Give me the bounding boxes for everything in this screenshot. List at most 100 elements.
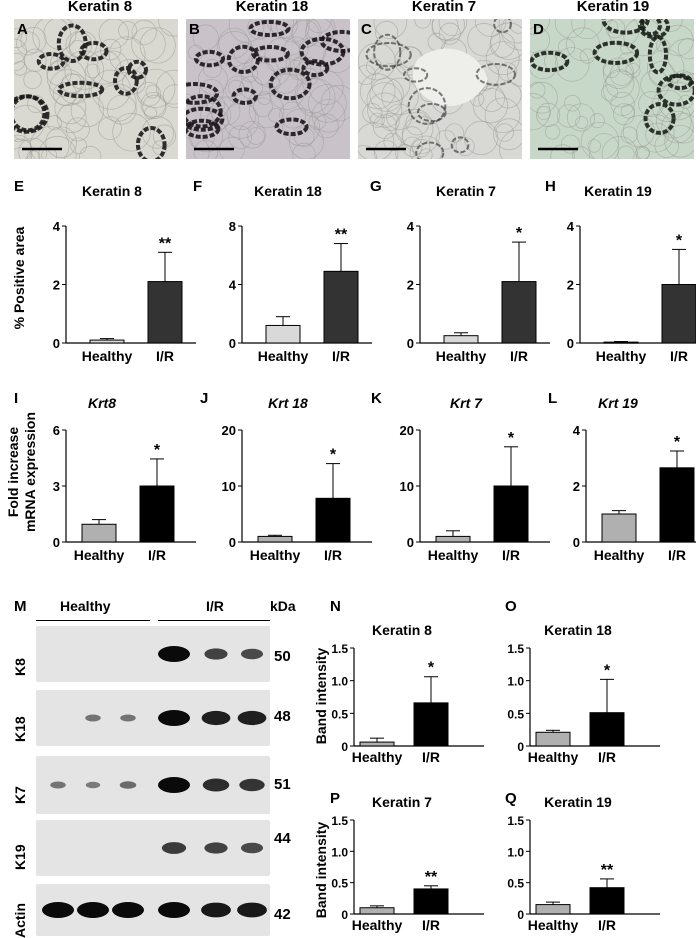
micrograph-texture <box>509 19 522 34</box>
micrograph-title-d: Keratin 19 <box>576 0 650 15</box>
chart-f-category-ir: I/R <box>332 348 350 364</box>
micrograph-texture <box>54 92 87 125</box>
chart-j-tick-label-1: 10 <box>222 479 236 494</box>
micrograph-texture <box>530 19 550 35</box>
micrograph-texture <box>45 126 77 158</box>
micrograph-texture <box>291 19 320 49</box>
chart-k-bar-healthy <box>435 535 471 543</box>
micrograph-texture <box>635 145 650 159</box>
micrograph-texture <box>602 70 640 108</box>
micrograph-texture <box>32 19 72 56</box>
chart-j-category-healthy: Healthy <box>250 547 301 563</box>
blot-k19-band-5 <box>240 842 264 854</box>
chart-l-category-healthy: Healthy <box>594 547 645 563</box>
micrograph-texture <box>56 103 87 134</box>
micrograph-texture <box>530 26 551 54</box>
micrograph-texture <box>530 92 551 131</box>
blot-k7-band-2 <box>119 781 137 789</box>
blot-k18-band-3 <box>158 710 190 726</box>
micrograph-texture <box>18 137 48 159</box>
chart-q-bar-healthy <box>535 904 571 915</box>
micrograph-texture <box>566 103 596 132</box>
chart-e-tick-label-0: 0 <box>53 336 60 351</box>
blot-actin-band-0 <box>42 902 74 918</box>
micrograph-texture <box>431 19 465 42</box>
chart-p-title: Keratin 7 <box>372 794 432 810</box>
chart-e-tick-label-1: 2 <box>53 278 60 293</box>
micrograph-texture <box>270 19 298 39</box>
chart-o-bar-healthy <box>535 731 571 747</box>
panel-letter-i: I <box>14 390 19 407</box>
y-axis-title-mrna-line1: Fold increase <box>5 426 21 518</box>
chart-n-title: Keratin 8 <box>372 622 432 638</box>
micrograph-texture <box>20 26 47 54</box>
chart-h-significance: * <box>676 232 683 249</box>
blot-group-healthy-line <box>36 620 150 621</box>
micrograph-texture <box>26 95 45 114</box>
micrograph-stained-tubule <box>656 73 694 107</box>
chart-j: Krt 18 0 10 20 Healthy I/R * <box>206 390 372 580</box>
micrograph-b <box>186 19 350 159</box>
chart-g-tick-label-2: 4 <box>407 219 415 234</box>
micrograph-stained-tubule <box>643 102 676 135</box>
chart-f-svg: Keratin 18 0 4 8 Healthy I/R ** <box>229 183 372 364</box>
chart-k-tick-label-2: 20 <box>400 423 414 438</box>
blot-kda-k18: 48 <box>274 708 291 725</box>
panel-letter-d: D <box>533 21 544 38</box>
chart-o-svg: Keratin 18 0 0.5 1.0 1.5 Healthy I/R * <box>507 622 660 765</box>
y-axis-title-positive-area: % Positive area <box>11 226 27 330</box>
micrograph-texture <box>142 94 167 120</box>
micrograph-texture <box>211 96 241 126</box>
chart-n-tick-label-3: 1.5 <box>331 642 348 656</box>
chart-k-category-ir: I/R <box>502 547 520 563</box>
panel-letter-b: B <box>189 21 200 38</box>
chart-o-tick-label-3: 1.5 <box>507 642 524 656</box>
micrograph-c <box>358 19 522 159</box>
panel-letter-l: L <box>548 390 558 407</box>
micrograph-texture <box>131 26 166 62</box>
chart-f: Keratin 18 0 4 8 Healthy I/R ** <box>206 178 372 368</box>
chart-g-significance: * <box>516 225 523 242</box>
blot-kda-k7: 51 <box>274 776 291 793</box>
chart-f-title: Keratin 18 <box>254 183 322 199</box>
micrograph-texture <box>192 24 219 51</box>
micrograph-texture <box>467 23 501 57</box>
chart-o-category-healthy: Healthy <box>528 749 579 765</box>
micrograph-texture <box>320 85 350 122</box>
chart-f-tick-label-2: 8 <box>229 219 236 234</box>
chart-g: Keratin 7 0 2 4 Healthy I/R * <box>384 178 550 368</box>
micrograph-texture <box>648 60 675 87</box>
chart-l-svg: Krt 19 0 2 4 Healthy I/R * <box>573 395 696 563</box>
chart-j-bar-healthy <box>257 535 293 543</box>
blot-actin-band-4 <box>201 902 231 918</box>
chart-o-tick-label-2: 1.0 <box>507 675 524 689</box>
chart-q-tick-label-0: 0 <box>517 908 524 922</box>
chart-f-tick-label-0: 0 <box>229 336 236 351</box>
chart-l-tick-label-2: 4 <box>573 423 581 438</box>
micrograph-texture <box>85 63 100 79</box>
blot-strip-k18 <box>36 690 270 746</box>
micrograph-texture <box>359 73 396 110</box>
chart-j-category-ir: I/R <box>324 547 342 563</box>
chart-e-category-ir: I/R <box>156 348 174 364</box>
chart-q-bar-ir <box>589 887 625 915</box>
chart-i-category-healthy: Healthy <box>74 547 125 563</box>
chart-l: Krt 19 0 2 4 Healthy I/R * <box>560 390 696 580</box>
micrograph-stained-tubule <box>79 40 109 62</box>
micrograph-texture <box>145 84 160 99</box>
chart-k-tick-label-0: 0 <box>407 535 414 550</box>
micrograph-texture <box>605 69 635 98</box>
micrograph-stained-tubule <box>14 94 50 134</box>
chart-f-bar-ir <box>323 270 359 344</box>
chart-i-bar-healthy <box>81 523 117 543</box>
chart-o-title: Keratin 18 <box>544 622 612 638</box>
micrograph-texture <box>198 64 229 95</box>
chart-p-tick-label-2: 1.0 <box>331 845 348 859</box>
blot-label-k19: K19 <box>12 844 28 870</box>
chart-q-category-healthy: Healthy <box>528 917 579 933</box>
micrograph-texture <box>373 140 399 159</box>
chart-i-tick-label-2: 6 <box>53 423 60 438</box>
chart-l-category-ir: I/R <box>668 547 686 563</box>
chart-h-svg: Keratin 19 0 2 4 Healthy I/R * <box>567 183 696 364</box>
panel-letter-c: C <box>361 21 372 38</box>
